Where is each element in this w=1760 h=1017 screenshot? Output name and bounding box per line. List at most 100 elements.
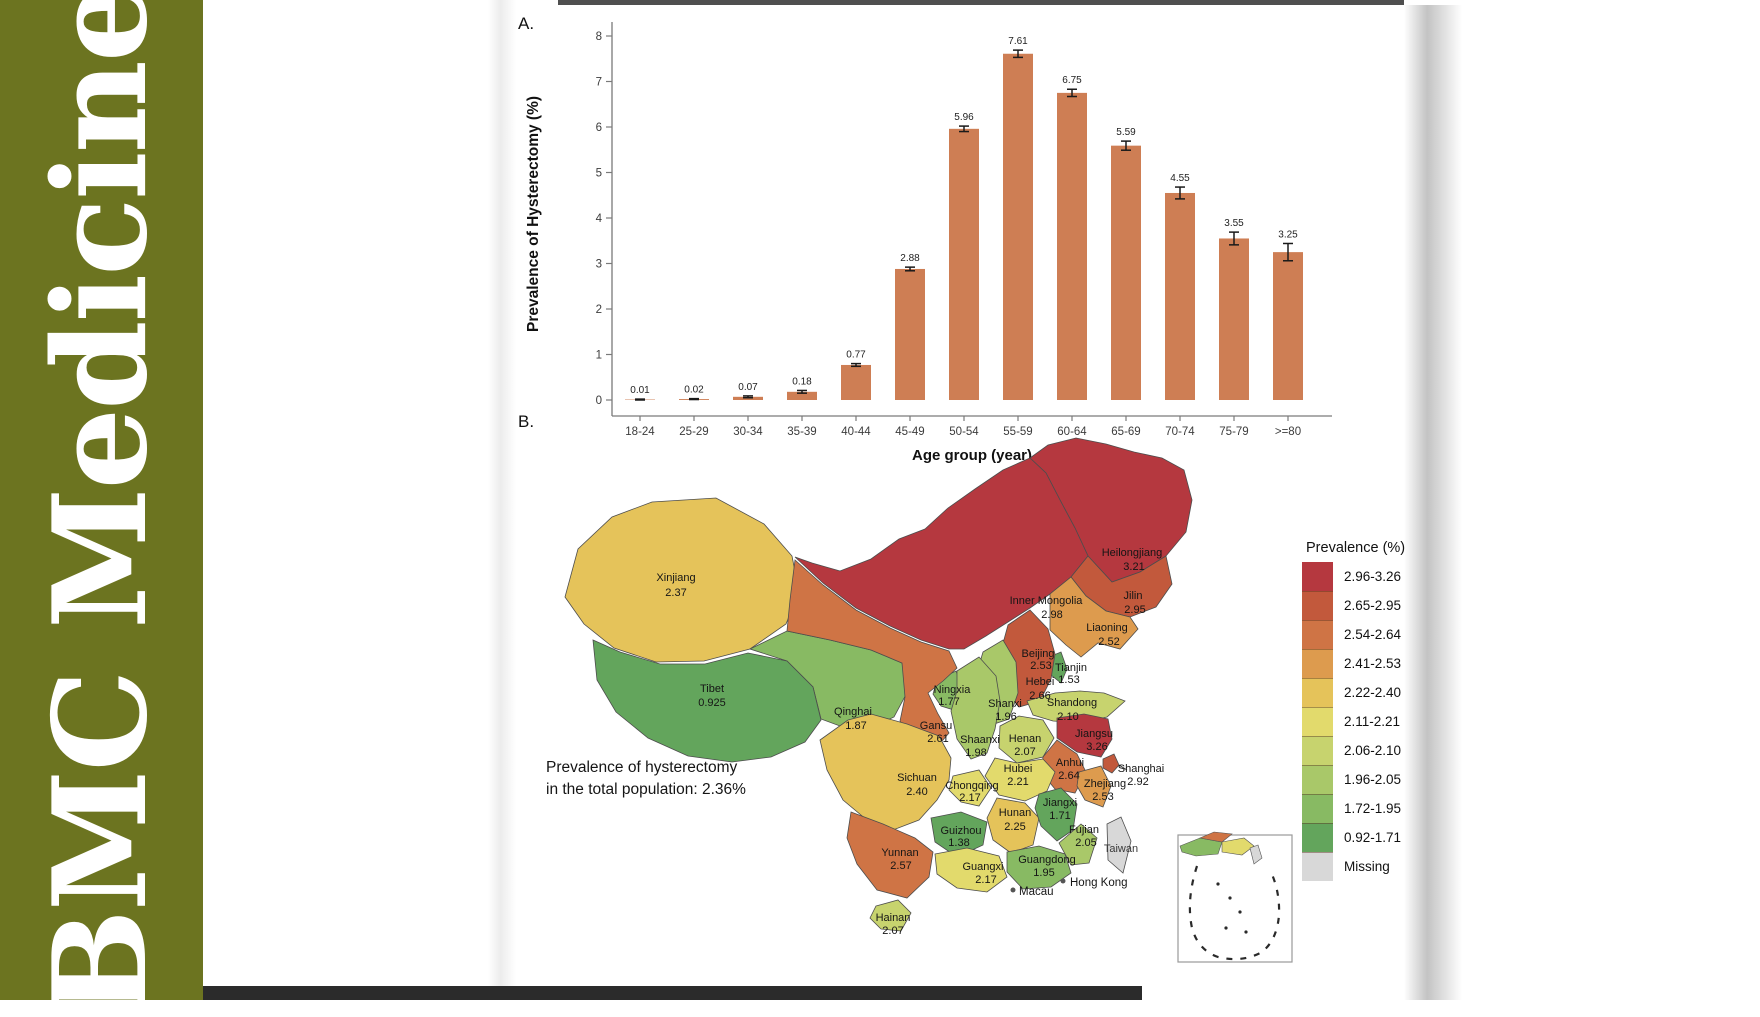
province-value-label: 2.64: [1058, 770, 1079, 782]
province-value-label: 1.96: [995, 711, 1016, 723]
annotation-line-2: in the total population: 2.36%: [546, 779, 746, 801]
province-name-label: Liaoning: [1086, 622, 1128, 634]
bar-55-59: [1003, 54, 1033, 400]
bar-value-label: 5.59: [1116, 127, 1136, 138]
province-value-label: 2.92: [1127, 776, 1148, 788]
city-marker: [1011, 888, 1016, 893]
legend-row: 2.96-3.26: [1302, 562, 1452, 591]
legend-class-label: 1.72-1.95: [1344, 801, 1401, 816]
province-name-label: Shaanxi: [960, 734, 1000, 746]
city-label: Hong Kong: [1070, 877, 1128, 889]
inset-island-dot: [1216, 882, 1219, 885]
province-value-label: 2.40: [906, 786, 927, 798]
legend-row: Missing: [1302, 852, 1452, 881]
province-value-label: 3.21: [1123, 561, 1144, 573]
province-value-label: 2.25: [1004, 821, 1025, 833]
province-value-label: 2.52: [1098, 636, 1119, 648]
province-name-label: Shanghai: [1118, 763, 1165, 775]
legend-class-label: 0.92-1.71: [1344, 830, 1401, 845]
bar->=80: [1273, 252, 1303, 400]
province-name-label: Hainan: [876, 912, 911, 924]
legend-row: 1.96-2.05: [1302, 765, 1452, 794]
legend-class-label: 2.41-2.53: [1344, 656, 1401, 671]
province-value-label: 0.925: [698, 697, 726, 709]
province-value-label: 2.17: [975, 874, 996, 886]
province-name-label: Jiangsu: [1075, 728, 1113, 740]
bar-60-64: [1057, 93, 1087, 400]
province-name-label: Ningxia: [934, 684, 972, 696]
legend-swatch: [1302, 794, 1333, 823]
province-shanghai: [1103, 754, 1119, 773]
journal-banner: BMC Medicine: [0, 0, 203, 1000]
legend-swatch: [1302, 620, 1333, 649]
legend-row: 2.11-2.21: [1302, 707, 1452, 736]
legend-swatch: [1302, 562, 1333, 591]
province-value-label: 2.53: [1092, 791, 1113, 803]
y-tick-label: 1: [596, 350, 602, 362]
province-name-label: Anhui: [1056, 757, 1084, 769]
province-name-label: Tibet: [700, 683, 724, 695]
bar-value-label: 0.01: [630, 385, 650, 396]
y-tick-label: 0: [596, 395, 602, 407]
bar-value-label: 6.75: [1062, 75, 1082, 86]
journal-title: BMC Medicine: [26, 0, 176, 1017]
province-value-label: 1.53: [1058, 674, 1079, 686]
legend-row: 2.41-2.53: [1302, 649, 1452, 678]
province-name-label: Sichuan: [897, 772, 937, 784]
bar-value-label: 5.96: [954, 112, 974, 123]
legend-class-label: 2.22-2.40: [1344, 685, 1401, 700]
province-value-label: 3.26: [1086, 741, 1107, 753]
province-value-label: 2.61: [927, 733, 948, 745]
legend-swatch: [1302, 823, 1333, 852]
province-name-label: Hubei: [1004, 763, 1033, 775]
y-axis-title: Prevalence of Hysterectomy (%): [525, 96, 542, 332]
bar-40-44: [841, 365, 871, 400]
legend-swatch: [1302, 591, 1333, 620]
inset-island-dot: [1224, 926, 1227, 929]
bar-value-label: 4.55: [1170, 173, 1190, 184]
bar-70-74: [1165, 193, 1195, 400]
legend-row: 2.65-2.95: [1302, 591, 1452, 620]
figure-bottom-border: [203, 986, 1142, 1000]
legend-row: 2.06-2.10: [1302, 736, 1452, 765]
legend-row: 1.72-1.95: [1302, 794, 1452, 823]
bar-value-label: 3.55: [1224, 218, 1244, 229]
province-value-label: 2.17: [959, 792, 980, 804]
province-name-label: Henan: [1009, 733, 1041, 745]
bar-75-79: [1219, 238, 1249, 400]
y-tick-label: 5: [596, 168, 602, 180]
bar-65-69: [1111, 146, 1141, 400]
bar-value-label: 7.61: [1008, 36, 1028, 47]
province-value-label: 2.21: [1007, 776, 1028, 788]
province-name-label: Shanxi: [988, 698, 1022, 710]
inset-island-dot: [1228, 896, 1231, 899]
bar-45-49: [895, 269, 925, 400]
province-name-label: Qinghai: [834, 706, 872, 718]
province-name-label: Guangxi: [963, 861, 1004, 873]
province-value-label: 1.71: [1049, 810, 1070, 822]
province-name-label: Hunan: [999, 807, 1031, 819]
province-value-label: 2.07: [1014, 746, 1035, 758]
province-name-label: Jilin: [1124, 590, 1143, 602]
total-prevalence-annotation: Prevalence of hysterectomy in the total …: [546, 757, 746, 801]
province-value-label: 1.87: [845, 720, 866, 732]
province-name-label: Gansu: [920, 720, 952, 732]
legend-class-label: 2.11-2.21: [1344, 714, 1400, 729]
province-value-label: 2.57: [890, 860, 911, 872]
province-name-label: Heilongjiang: [1102, 547, 1163, 559]
y-tick-label: 8: [596, 31, 602, 43]
bar-value-label: 0.18: [792, 376, 812, 387]
legend-class-label: Missing: [1344, 859, 1390, 874]
bar-value-label: 0.77: [846, 350, 866, 361]
province-value-label: 2.37: [665, 587, 686, 599]
figure-top-border: [558, 0, 1404, 5]
bar-value-label: 2.88: [900, 253, 920, 264]
bar-50-54: [949, 129, 979, 400]
legend-row: 2.54-2.64: [1302, 620, 1452, 649]
legend-class-label: 2.54-2.64: [1344, 627, 1401, 642]
province-value-label: 2.53: [1030, 660, 1051, 672]
inset-island-dot: [1238, 910, 1241, 913]
